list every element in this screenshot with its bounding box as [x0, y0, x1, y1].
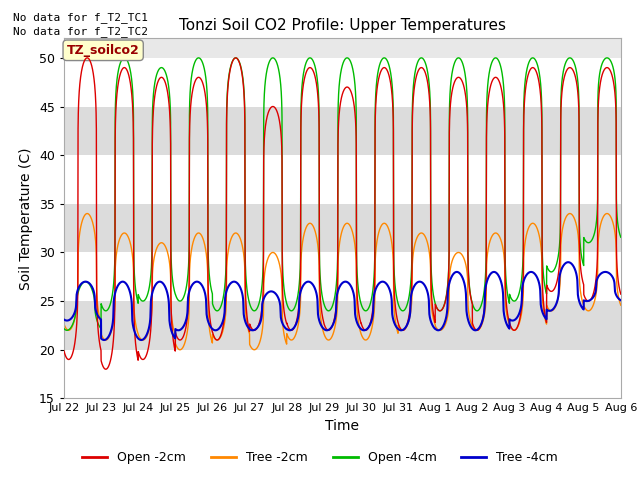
X-axis label: Time: Time [325, 419, 360, 433]
Y-axis label: Soil Temperature (C): Soil Temperature (C) [19, 147, 33, 289]
Bar [64, 58, 621, 107]
Bar [64, 301, 621, 350]
Text: No data for f_T2_TC2: No data for f_T2_TC2 [13, 26, 148, 37]
Legend: Open -2cm, Tree -2cm, Open -4cm, Tree -4cm: Open -2cm, Tree -2cm, Open -4cm, Tree -4… [77, 446, 563, 469]
Title: Tonzi Soil CO2 Profile: Upper Temperatures: Tonzi Soil CO2 Profile: Upper Temperatur… [179, 18, 506, 33]
Bar [64, 204, 621, 252]
Bar [64, 107, 621, 155]
Bar [64, 350, 621, 398]
Bar [64, 155, 621, 204]
Bar [64, 252, 621, 301]
Text: TZ_soilco2: TZ_soilco2 [67, 44, 140, 57]
Text: No data for f_T2_TC1: No data for f_T2_TC1 [13, 12, 148, 23]
